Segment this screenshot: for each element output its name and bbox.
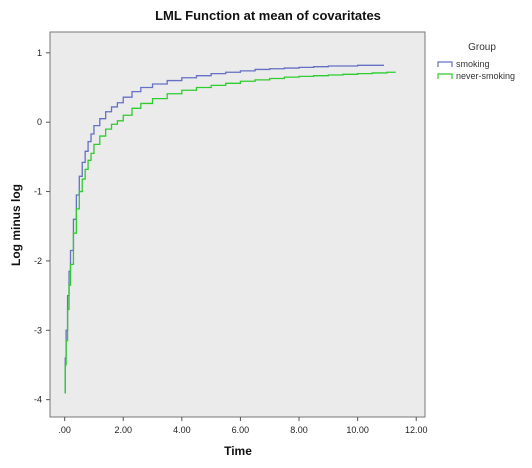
y-axis-label: Log minus log bbox=[9, 184, 23, 266]
series-line-never-smoking bbox=[64, 71, 396, 394]
y-axis-ticks: 1 0 -1 -2 -3 -4 bbox=[34, 48, 50, 405]
legend-swatch-smoking bbox=[437, 61, 453, 67]
legend-items: smoking never-smoking bbox=[437, 59, 515, 81]
x-tick-label: .00 bbox=[58, 425, 71, 435]
y-tick-label: 0 bbox=[37, 117, 42, 127]
series-line-smoking bbox=[64, 64, 384, 394]
x-axis-label: Time bbox=[224, 444, 252, 458]
x-tick-label: 4.00 bbox=[173, 425, 191, 435]
legend-title: Group bbox=[468, 42, 496, 53]
y-tick-label: -2 bbox=[34, 256, 42, 266]
series-layer bbox=[64, 64, 396, 394]
chart-title: LML Function at mean of covaritates bbox=[155, 8, 381, 23]
x-tick-label: 10.00 bbox=[346, 425, 369, 435]
plot-area bbox=[49, 31, 426, 418]
x-tick-label: 8.00 bbox=[290, 425, 308, 435]
y-tick-label: 1 bbox=[37, 48, 42, 58]
legend-label-smoking: smoking bbox=[456, 59, 490, 69]
x-tick-label: 6.00 bbox=[232, 425, 250, 435]
y-tick-label: -3 bbox=[34, 325, 42, 335]
legend-label-never-smoking: never-smoking bbox=[456, 71, 515, 81]
y-tick-label: -1 bbox=[34, 187, 42, 197]
x-tick-label: 2.00 bbox=[114, 425, 132, 435]
x-tick-label: 12.00 bbox=[405, 425, 428, 435]
legend: Group smoking never-smoking bbox=[437, 42, 515, 81]
y-tick-label: -4 bbox=[34, 395, 42, 405]
x-axis-ticks: .00 2.00 4.00 6.00 8.00 10.00 12.00 bbox=[58, 417, 427, 435]
legend-swatch-never-smoking bbox=[437, 73, 453, 79]
